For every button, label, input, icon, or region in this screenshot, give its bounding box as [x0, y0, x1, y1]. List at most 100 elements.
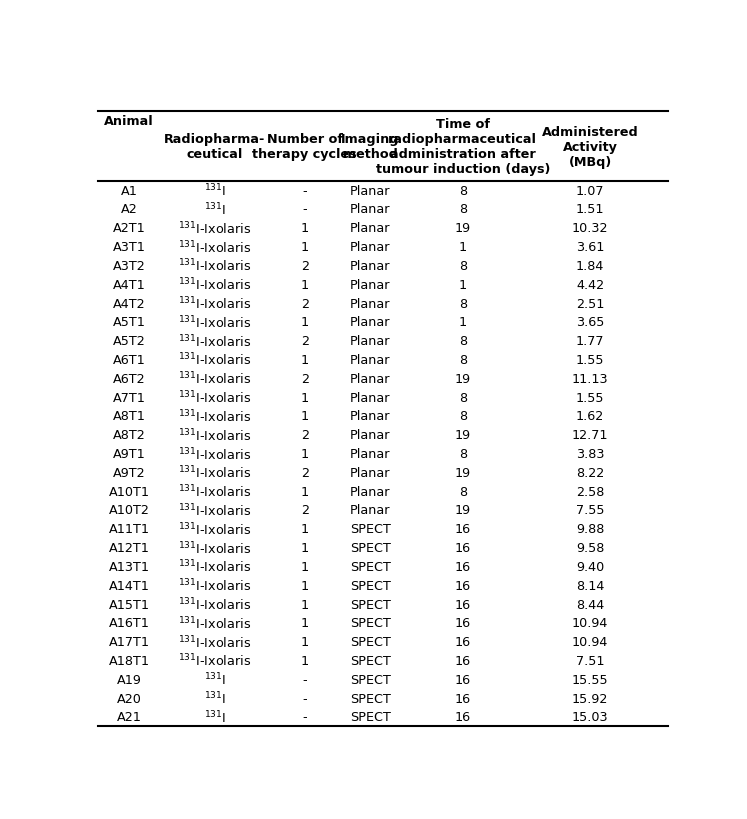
Text: A21: A21	[117, 711, 142, 723]
Text: $^{131}$I-Ixolaris: $^{131}$I-Ixolaris	[179, 258, 252, 274]
Text: 19: 19	[455, 373, 471, 385]
Text: $^{131}$I-Ixolaris: $^{131}$I-Ixolaris	[179, 370, 252, 387]
Text: 1.51: 1.51	[576, 203, 604, 216]
Text: 1: 1	[300, 354, 309, 367]
Text: -: -	[303, 692, 307, 704]
Text: 10.94: 10.94	[572, 617, 608, 630]
Text: 15.92: 15.92	[572, 692, 608, 704]
Text: A7T1: A7T1	[113, 391, 146, 404]
Text: $^{131}$I-Ixolaris: $^{131}$I-Ixolaris	[179, 296, 252, 312]
Text: 8.44: 8.44	[576, 598, 604, 611]
Text: 1: 1	[300, 222, 309, 235]
Text: $^{131}$I-Ixolaris: $^{131}$I-Ixolaris	[179, 502, 252, 518]
Text: 4.42: 4.42	[576, 278, 604, 292]
Text: 9.58: 9.58	[576, 541, 604, 554]
Text: 16: 16	[455, 541, 471, 554]
Text: Time of
radiopharmaceutical
administration after
tumour induction (days): Time of radiopharmaceutical administrati…	[376, 118, 550, 176]
Text: 16: 16	[455, 523, 471, 536]
Text: 3.61: 3.61	[576, 241, 604, 254]
Text: SPECT: SPECT	[350, 673, 391, 686]
Text: 8: 8	[459, 391, 467, 404]
Text: A15T1: A15T1	[109, 598, 149, 611]
Text: 10.32: 10.32	[572, 222, 608, 235]
Text: 8: 8	[459, 410, 467, 423]
Text: $^{131}$I-Ixolaris: $^{131}$I-Ixolaris	[179, 427, 252, 443]
Text: 19: 19	[455, 222, 471, 235]
Text: 1: 1	[300, 447, 309, 460]
Text: 2: 2	[301, 260, 309, 273]
Text: -: -	[303, 711, 307, 723]
Text: 1: 1	[300, 278, 309, 292]
Text: Planar: Planar	[350, 410, 391, 423]
Text: -: -	[303, 203, 307, 216]
Text: $^{131}$I-Ixolaris: $^{131}$I-Ixolaris	[179, 653, 252, 669]
Text: Planar: Planar	[350, 354, 391, 367]
Text: 1.77: 1.77	[576, 335, 604, 348]
Text: A19: A19	[117, 673, 142, 686]
Text: 7.51: 7.51	[576, 654, 604, 667]
Text: Planar: Planar	[350, 278, 391, 292]
Text: 16: 16	[455, 560, 471, 573]
Text: A5T2: A5T2	[113, 335, 146, 348]
Text: A3T2: A3T2	[113, 260, 146, 273]
Text: Planar: Planar	[350, 297, 391, 310]
Text: A5T1: A5T1	[113, 316, 146, 329]
Text: $^{131}$I-Ixolaris: $^{131}$I-Ixolaris	[179, 220, 252, 237]
Text: Planar: Planar	[350, 428, 391, 441]
Text: SPECT: SPECT	[350, 541, 391, 554]
Text: $^{131}$I-Ixolaris: $^{131}$I-Ixolaris	[179, 634, 252, 650]
Text: $^{131}$I-Ixolaris: $^{131}$I-Ixolaris	[179, 464, 252, 481]
Text: $^{131}$I-Ixolaris: $^{131}$I-Ixolaris	[179, 483, 252, 500]
Text: $^{131}$I-Ixolaris: $^{131}$I-Ixolaris	[179, 615, 252, 631]
Text: 1: 1	[300, 391, 309, 404]
Text: 1: 1	[300, 541, 309, 554]
Text: 1: 1	[459, 241, 467, 254]
Text: 2.51: 2.51	[576, 297, 604, 310]
Text: 8: 8	[459, 260, 467, 273]
Text: 8: 8	[459, 297, 467, 310]
Text: 1: 1	[300, 523, 309, 536]
Text: 16: 16	[455, 654, 471, 667]
Text: 8: 8	[459, 447, 467, 460]
Text: 1.62: 1.62	[576, 410, 604, 423]
Text: A12T1: A12T1	[109, 541, 149, 554]
Text: 1.84: 1.84	[576, 260, 604, 273]
Text: $^{131}$I-Ixolaris: $^{131}$I-Ixolaris	[179, 239, 252, 256]
Text: 16: 16	[455, 617, 471, 630]
Text: $^{131}$I-Ixolaris: $^{131}$I-Ixolaris	[179, 577, 252, 594]
Text: A8T2: A8T2	[113, 428, 146, 441]
Text: A18T1: A18T1	[109, 654, 149, 667]
Text: SPECT: SPECT	[350, 598, 391, 611]
Text: SPECT: SPECT	[350, 636, 391, 649]
Text: $^{131}$I-Ixolaris: $^{131}$I-Ixolaris	[179, 333, 252, 350]
Text: 8.14: 8.14	[576, 579, 604, 592]
Text: 1: 1	[300, 598, 309, 611]
Text: $^{131}$I: $^{131}$I	[204, 671, 226, 688]
Text: 9.40: 9.40	[576, 560, 604, 573]
Text: 1: 1	[300, 560, 309, 573]
Text: $^{131}$I-Ixolaris: $^{131}$I-Ixolaris	[179, 314, 252, 331]
Text: A2: A2	[121, 203, 137, 216]
Text: $^{131}$I: $^{131}$I	[204, 690, 226, 707]
Text: $^{131}$I-Ixolaris: $^{131}$I-Ixolaris	[179, 389, 252, 406]
Text: A1: A1	[121, 184, 137, 197]
Text: Planar: Planar	[350, 260, 391, 273]
Text: 2: 2	[301, 466, 309, 479]
Text: 10.94: 10.94	[572, 636, 608, 649]
Text: 19: 19	[455, 504, 471, 517]
Text: Planar: Planar	[350, 373, 391, 385]
Text: A16T1: A16T1	[109, 617, 149, 630]
Text: 8.22: 8.22	[576, 466, 604, 479]
Text: 12.71: 12.71	[572, 428, 608, 441]
Text: SPECT: SPECT	[350, 560, 391, 573]
Text: A10T2: A10T2	[109, 504, 149, 517]
Text: 2: 2	[301, 373, 309, 385]
Text: Planar: Planar	[350, 504, 391, 517]
Text: $^{131}$I: $^{131}$I	[204, 201, 226, 218]
Text: A14T1: A14T1	[109, 579, 149, 592]
Text: SPECT: SPECT	[350, 617, 391, 630]
Text: -: -	[303, 184, 307, 197]
Text: $^{131}$I-Ixolaris: $^{131}$I-Ixolaris	[179, 559, 252, 575]
Text: Planar: Planar	[350, 222, 391, 235]
Text: A4T2: A4T2	[113, 297, 146, 310]
